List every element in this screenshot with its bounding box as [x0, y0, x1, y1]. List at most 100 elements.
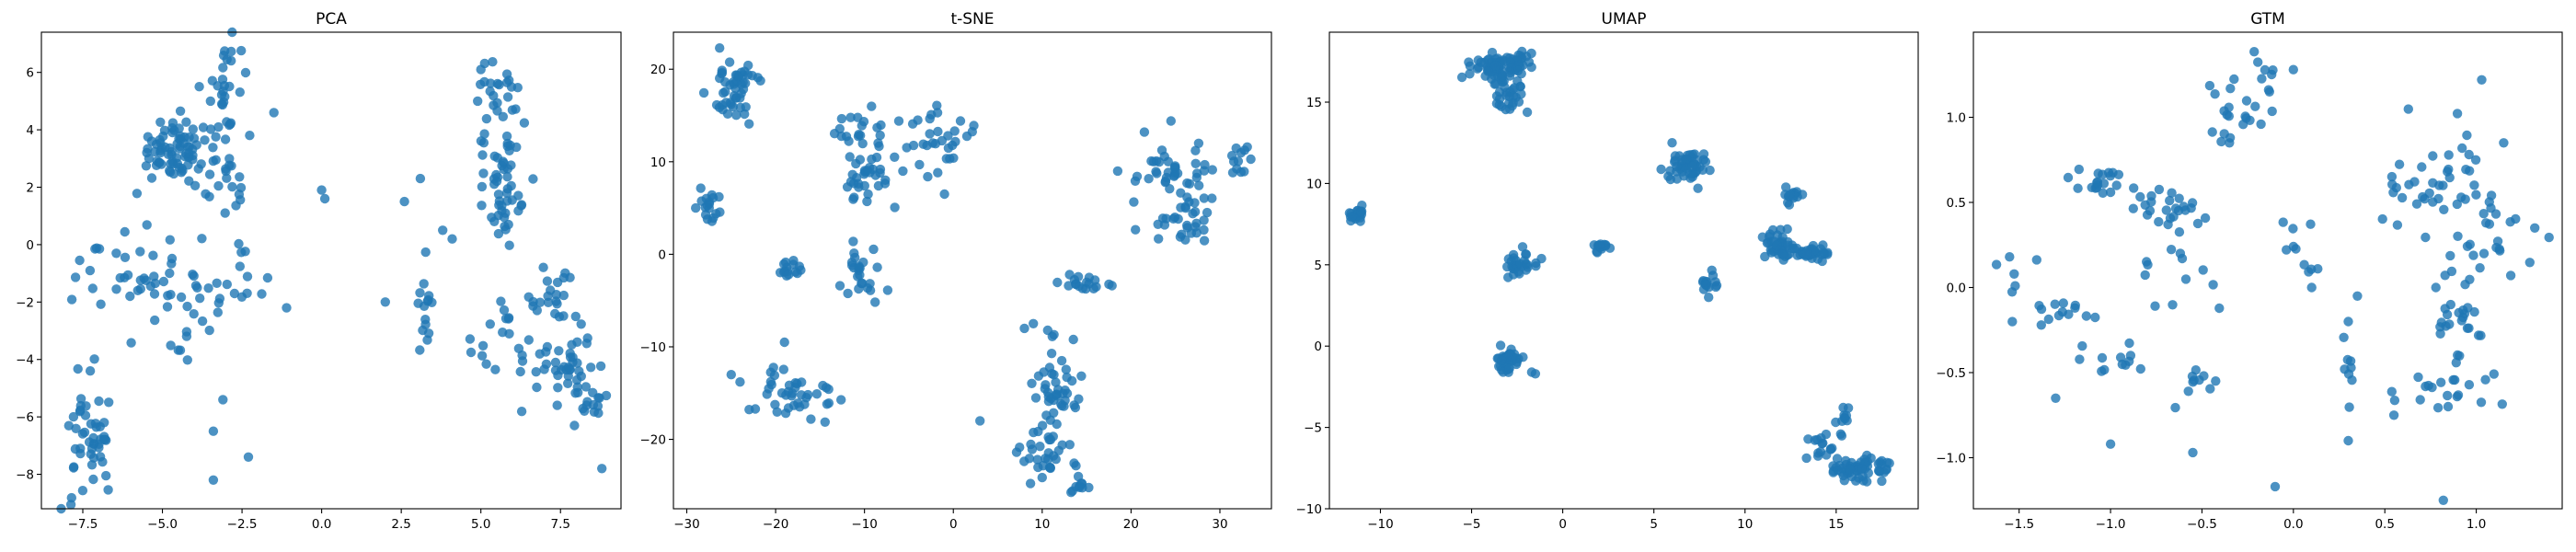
scatter-point	[1076, 371, 1087, 381]
scatter-point	[1192, 168, 1202, 178]
scatter-point	[1139, 127, 1150, 137]
scatter-point	[1239, 145, 1250, 155]
scatter-point	[2473, 330, 2484, 340]
scatter-point	[872, 262, 882, 272]
scatter-point	[554, 346, 564, 356]
scatter-point	[1708, 270, 1719, 281]
scatter-point	[535, 297, 546, 307]
scatter-point	[1530, 369, 1541, 379]
scatter-point	[755, 75, 765, 86]
scatter-point	[1071, 461, 1081, 471]
scatter-point	[213, 81, 223, 91]
panel-gtm: GTM −1.5 −1.0 −0.5 0.0 0.5 1.0 −1.0 −0.5 0.0 0.5…	[1936, 10, 2563, 532]
scatter-point	[98, 456, 108, 467]
scatter-point	[85, 366, 96, 376]
scatter-point	[2432, 403, 2444, 413]
scatter-point	[2306, 282, 2317, 293]
scatter-point	[70, 443, 81, 454]
scatter-point	[2225, 138, 2235, 148]
scatter-point	[111, 248, 121, 259]
scatter-point	[175, 131, 186, 142]
scatter-point	[188, 155, 198, 165]
scatter-point	[499, 164, 509, 175]
scatter-point	[1700, 156, 1711, 167]
scatter-point	[1064, 270, 1075, 280]
scatter-point	[2494, 244, 2504, 254]
scatter-point	[1837, 463, 1847, 474]
scatter-point	[1165, 184, 1175, 194]
scatter-point	[581, 382, 592, 392]
x-tick-label: 10	[1034, 517, 1050, 532]
scatter-point	[1073, 271, 1084, 282]
scatter-point	[853, 178, 864, 189]
scatter-point	[1191, 218, 1202, 228]
scatter-point	[1173, 213, 1183, 224]
x-axis: −1.5 −1.0 −0.5 0.0 0.5 1.0	[2004, 509, 2486, 532]
scatter-point	[2413, 372, 2423, 383]
scatter-point	[2387, 179, 2398, 190]
scatter-point	[2165, 195, 2175, 206]
scatter-point	[2036, 320, 2046, 330]
scatter-point	[2377, 213, 2387, 224]
scatter-point	[507, 105, 518, 115]
scatter-point	[1517, 242, 1528, 252]
scatter-point	[1045, 434, 1056, 445]
scatter-point	[236, 247, 247, 258]
scatter-point	[2154, 216, 2164, 227]
y-tick-label: −0.5	[1936, 366, 1966, 381]
scatter-point	[158, 276, 169, 287]
scatter-point	[914, 159, 925, 170]
scatter-point	[2208, 280, 2218, 290]
scatter-point	[2166, 245, 2177, 255]
scatter-point	[2388, 410, 2399, 420]
scatter-point	[182, 355, 192, 365]
scatter-point	[898, 166, 908, 177]
scatter-point	[1015, 443, 1025, 453]
scatter-point	[86, 443, 98, 454]
scatter-point	[2462, 323, 2473, 333]
scatter-point	[1207, 193, 1217, 203]
scatter-point	[1045, 463, 1056, 474]
scatter-point	[565, 364, 575, 375]
scatter-point	[542, 276, 553, 286]
scatter-point	[500, 224, 511, 235]
scatter-point	[63, 420, 75, 431]
scatter-point	[890, 152, 900, 162]
scatter-point	[2386, 386, 2397, 397]
scatter-point	[873, 180, 884, 191]
scatter-point	[2417, 162, 2427, 172]
scatter-point	[478, 138, 489, 148]
scatter-point	[2168, 300, 2178, 310]
scatter-point	[2476, 397, 2487, 408]
scatter-point	[1056, 355, 1067, 366]
scatter-point	[1788, 243, 1798, 254]
scatter-point	[95, 421, 106, 431]
scatter-point	[2073, 183, 2083, 193]
scatter-point	[1700, 280, 1711, 290]
scatter-point	[222, 279, 232, 290]
scatter-point	[2097, 352, 2108, 363]
scatter-point	[1032, 454, 1042, 465]
scatter-point	[66, 294, 77, 305]
scatter-point	[776, 388, 788, 398]
x-tick-label: 0.5	[2375, 517, 2394, 532]
scatter-point	[2484, 219, 2495, 229]
scatter-point	[1522, 259, 1533, 270]
scatter-point	[198, 122, 209, 132]
axes-frame	[1972, 31, 2563, 510]
scatter-point	[242, 271, 253, 282]
scatter-point	[747, 71, 757, 81]
scatter-point	[1044, 362, 1055, 373]
scatter-point	[2224, 111, 2234, 121]
scatter-point	[1677, 155, 1687, 165]
scatter-point	[2511, 213, 2521, 224]
scatter-point	[231, 201, 241, 211]
scatter-point	[162, 302, 173, 312]
scatter-point	[1521, 52, 1532, 62]
scatter-point	[865, 279, 875, 289]
scatter-point	[1131, 224, 1141, 235]
y-tick-label: 4	[26, 123, 34, 138]
scatter-point	[772, 407, 782, 417]
scatter-point	[2388, 188, 2398, 198]
scatter-point	[1190, 207, 1201, 217]
